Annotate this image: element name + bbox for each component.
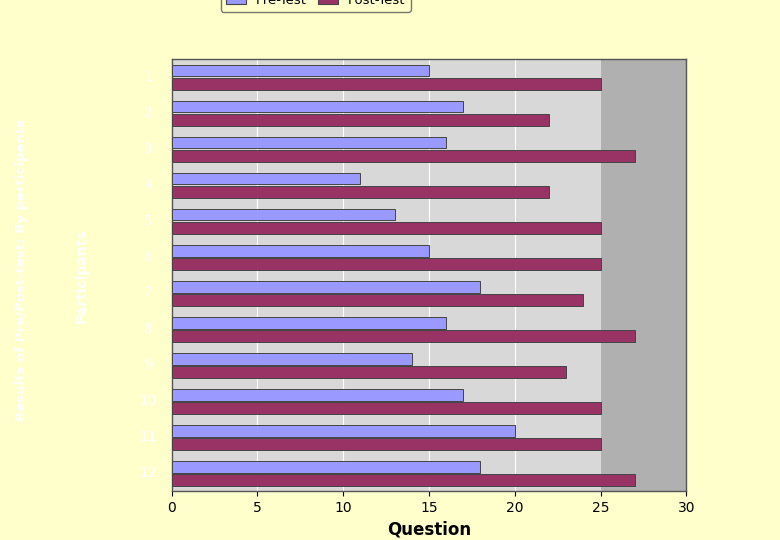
Text: 2: 2 [144,106,153,120]
Bar [172,281,480,293]
Bar [172,366,566,378]
Bar [172,78,601,90]
Bar [172,150,635,162]
Bar [172,258,601,270]
Bar [172,425,515,436]
Bar [172,353,412,365]
Legend: Pre-Test, Post-Test: Pre-Test, Post-Test [221,0,411,12]
Bar [172,245,429,256]
Bar [172,389,463,401]
Bar [172,101,463,112]
Text: 8: 8 [144,322,153,336]
Bar [172,209,395,220]
Text: 7: 7 [144,286,153,300]
Bar [172,438,601,450]
Bar [172,317,446,328]
Text: 11: 11 [140,430,158,444]
Bar [172,114,549,126]
Bar [172,222,601,234]
Text: 4: 4 [144,178,153,192]
Text: 3: 3 [144,143,153,157]
Bar [172,461,480,472]
Bar [172,330,635,342]
Text: Results of Pre/Post-test: By participants: Results of Pre/Post-test: By participant… [15,119,28,421]
Bar [172,186,549,198]
Text: Participants: Participants [75,228,88,322]
Text: 10: 10 [140,394,158,408]
Bar [172,173,360,185]
Text: 9: 9 [144,359,153,373]
Bar [601,59,686,491]
Bar [172,402,601,414]
Text: 1: 1 [144,70,153,84]
Text: 12: 12 [140,467,158,481]
Bar [172,137,446,148]
X-axis label: Question: Question [387,521,471,539]
Bar [172,65,429,77]
Bar [172,474,635,486]
Text: 5: 5 [144,214,153,228]
Bar [172,294,583,306]
Text: 6: 6 [144,251,153,265]
